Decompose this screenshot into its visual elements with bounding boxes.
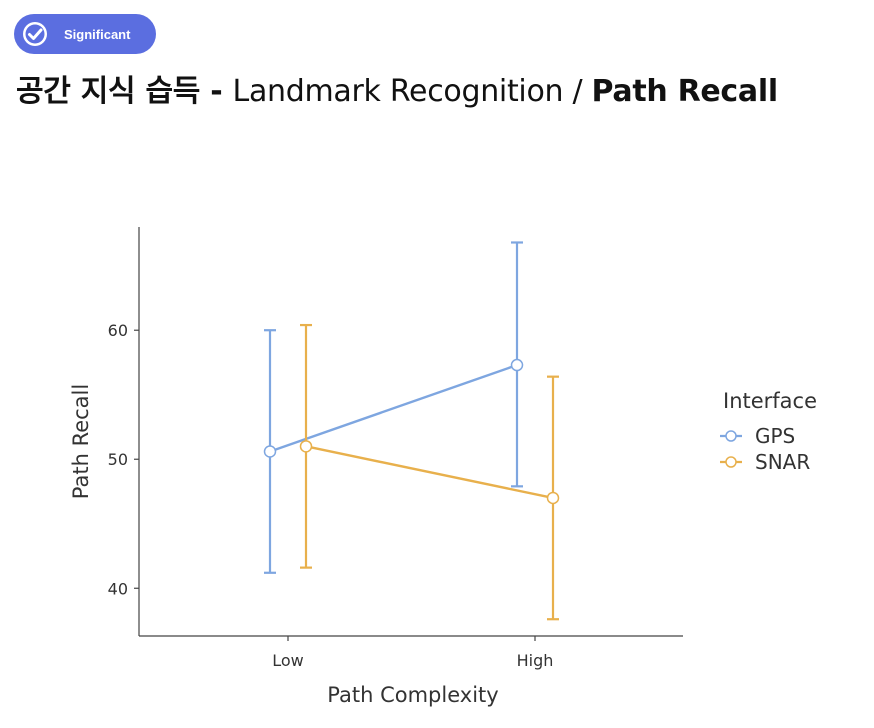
title-bold: Path Recall	[591, 74, 779, 109]
badge-label: Significant	[64, 26, 131, 42]
x-axis-title: Path Complexity	[327, 683, 498, 707]
legend-title: Interface	[723, 389, 817, 413]
chart-marks	[263, 241, 560, 621]
legend-item-gps: GPS	[755, 424, 795, 448]
check-circle-icon	[23, 22, 47, 46]
title-dash: -	[200, 74, 233, 109]
y-axis-title: Path Recall	[69, 384, 93, 499]
x-tick-label: High	[517, 651, 554, 670]
y-tick-label: 60	[108, 321, 128, 340]
legend-key-point	[725, 456, 737, 468]
legend-key-point	[725, 430, 737, 442]
y-tick-label: 50	[108, 450, 128, 469]
series-line-gps	[269, 363, 518, 453]
x-tick-label: Low	[272, 651, 304, 670]
data-point	[299, 440, 313, 453]
axes: 40 50 60 Low High Path Complexity Path Recall	[69, 227, 683, 707]
page-title: 공간 지식 습득 - Landmark Recognition / Path R…	[16, 66, 778, 110]
title-korean: 공간 지식 습득	[16, 74, 201, 109]
y-tick-label: 40	[108, 579, 128, 598]
legend-item-snar: SNAR	[755, 450, 810, 474]
data-point	[510, 358, 524, 372]
title-middle: Landmark Recognition /	[232, 74, 592, 109]
data-point	[546, 491, 560, 505]
series-line-snar	[305, 445, 554, 500]
significant-badge: Significant	[14, 14, 156, 54]
data-point	[263, 445, 277, 458]
